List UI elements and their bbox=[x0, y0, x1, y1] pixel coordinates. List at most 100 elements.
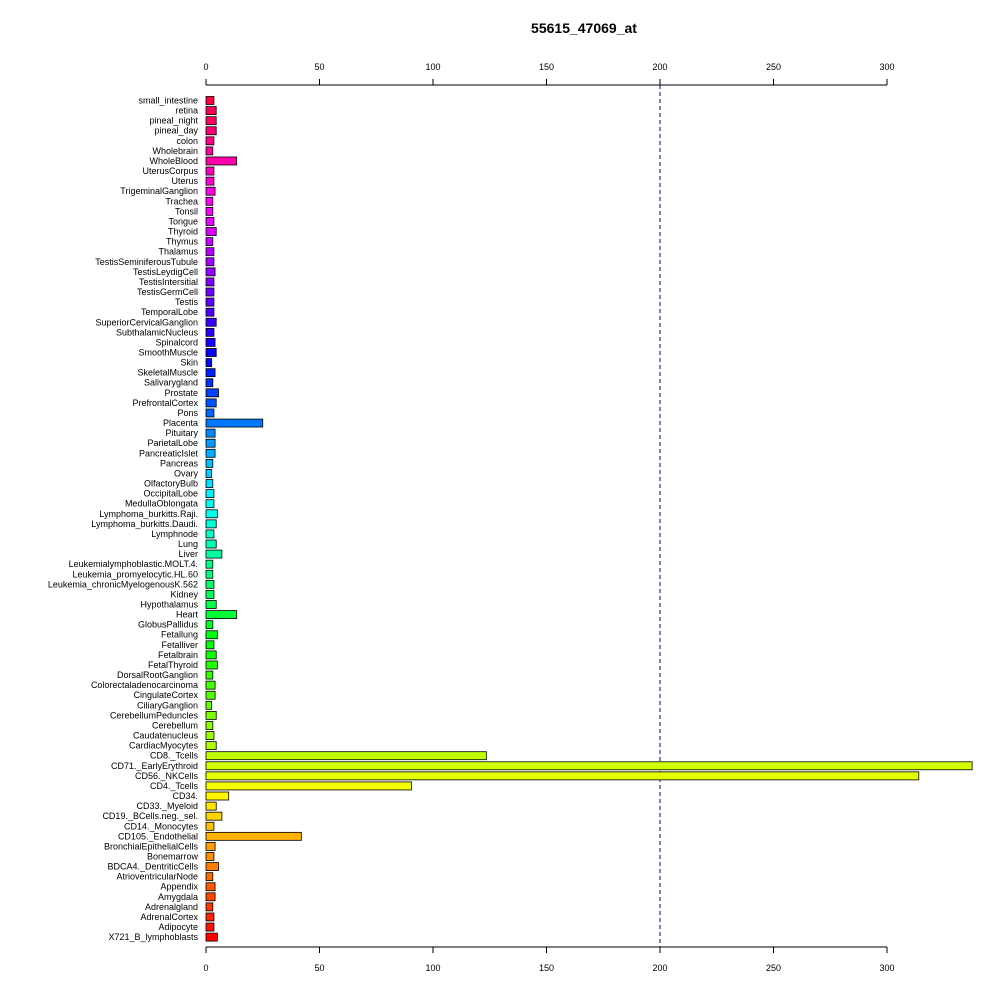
category-label: Ovary bbox=[174, 468, 199, 478]
bar bbox=[205, 327, 215, 337]
bar bbox=[205, 146, 214, 156]
bar bbox=[205, 690, 216, 700]
category-label: Testis bbox=[175, 297, 199, 307]
bar bbox=[205, 801, 217, 811]
bar bbox=[205, 348, 217, 357]
category-label: Lung bbox=[178, 539, 198, 549]
bar bbox=[205, 237, 214, 247]
category-label: CD8._Tcells bbox=[150, 751, 199, 761]
bar bbox=[205, 428, 216, 438]
x-tick-label-top: 100 bbox=[425, 62, 440, 72]
bar bbox=[205, 398, 217, 408]
category-label: small_intestine bbox=[138, 96, 198, 106]
x-tick-label-bottom: 0 bbox=[203, 963, 208, 973]
category-label: colon bbox=[176, 136, 198, 146]
category-label: CerebellumPeduncles bbox=[110, 710, 199, 720]
bar bbox=[205, 721, 214, 730]
category-label: Lymphnode bbox=[151, 529, 198, 539]
category-label: AdrenalCortex bbox=[140, 912, 198, 922]
bar bbox=[205, 408, 215, 418]
bar bbox=[205, 630, 218, 640]
category-label: Adrenalgland bbox=[145, 902, 198, 912]
bar bbox=[205, 247, 215, 257]
category-label: CD34. bbox=[172, 791, 198, 801]
bar bbox=[205, 469, 213, 478]
category-label: Leukemialymphoblastic.MOLT.4. bbox=[69, 559, 198, 569]
bar bbox=[205, 317, 217, 327]
bar bbox=[205, 892, 216, 902]
category-label: Thyroid bbox=[168, 227, 198, 237]
category-label: Leukemia_promyelocytic.HL.60 bbox=[72, 569, 198, 579]
bar bbox=[205, 569, 214, 579]
chart-title: 55615_47069_at bbox=[531, 20, 637, 36]
bar bbox=[205, 257, 215, 267]
bar bbox=[205, 700, 213, 710]
bar bbox=[205, 448, 216, 458]
category-label: Cerebellum bbox=[152, 720, 198, 730]
category-label: Adipocyte bbox=[158, 922, 198, 932]
category-label: TrigeminalGanglion bbox=[120, 186, 198, 196]
bar bbox=[205, 227, 217, 236]
bar bbox=[205, 590, 215, 599]
category-label: Kidney bbox=[170, 589, 198, 599]
bar bbox=[205, 761, 973, 771]
category-label: Wholebrain bbox=[152, 146, 198, 156]
category-label: BDCA4._DentriticCells bbox=[107, 862, 198, 872]
category-label: Pituitary bbox=[165, 428, 198, 438]
bar bbox=[205, 781, 412, 791]
bar bbox=[205, 882, 216, 892]
bar bbox=[205, 438, 216, 448]
bar bbox=[205, 831, 302, 841]
category-label: TestisLeydigCell bbox=[133, 267, 198, 277]
bar bbox=[205, 842, 216, 851]
bar bbox=[205, 458, 214, 468]
category-label: CD14._Monocytes bbox=[124, 821, 199, 831]
category-label: Skin bbox=[180, 358, 198, 368]
bar bbox=[205, 932, 218, 942]
category-label: DorsalRootGanglion bbox=[117, 670, 198, 680]
bar bbox=[205, 610, 238, 619]
category-label: CD33._Myeloid bbox=[136, 801, 198, 811]
bar bbox=[205, 287, 215, 297]
bar bbox=[205, 741, 217, 751]
bar bbox=[205, 116, 217, 126]
category-label: MedullaOblongata bbox=[125, 499, 198, 509]
x-tick-label-bottom: 250 bbox=[766, 963, 781, 973]
x-tick-label-bottom: 150 bbox=[539, 963, 554, 973]
category-label: AtrioventricularNode bbox=[116, 872, 198, 882]
x-tick-label-top: 250 bbox=[766, 62, 781, 72]
category-label: Spinalcord bbox=[155, 337, 198, 347]
bar bbox=[205, 549, 223, 559]
bar bbox=[205, 529, 215, 539]
category-label: SuperiorCervicalGanglion bbox=[95, 317, 198, 327]
category-label: Tongue bbox=[168, 216, 198, 226]
bar bbox=[205, 710, 217, 720]
category-label: OlfactoryBulb bbox=[144, 479, 198, 489]
bar bbox=[205, 902, 214, 912]
category-label: Liver bbox=[178, 549, 198, 559]
bar bbox=[205, 771, 920, 781]
category-label: CingulateCortex bbox=[133, 690, 198, 700]
category-label: Leukemia_chronicMyelogenousK.562 bbox=[48, 579, 198, 589]
category-label: Bonemarrow bbox=[147, 852, 199, 862]
category-label: Caudatenucleus bbox=[133, 731, 199, 741]
bar bbox=[205, 620, 214, 630]
category-label: Fetallung bbox=[161, 630, 198, 640]
bar bbox=[205, 811, 223, 821]
bar bbox=[205, 106, 217, 115]
bar bbox=[205, 307, 215, 317]
bar bbox=[205, 338, 216, 347]
bar bbox=[205, 176, 215, 186]
category-label: CD105._Endothelial bbox=[118, 831, 198, 841]
bar bbox=[205, 912, 215, 922]
bar bbox=[205, 680, 216, 690]
category-label: Appendix bbox=[160, 882, 198, 892]
bar bbox=[205, 509, 218, 519]
category-label: Thymus bbox=[166, 237, 199, 247]
bar bbox=[205, 297, 215, 307]
category-label: TemporalLobe bbox=[141, 307, 198, 317]
category-label: CD19._BCells.neg._sel. bbox=[102, 811, 198, 821]
bar bbox=[205, 166, 215, 176]
x-tick-label-top: 150 bbox=[539, 62, 554, 72]
